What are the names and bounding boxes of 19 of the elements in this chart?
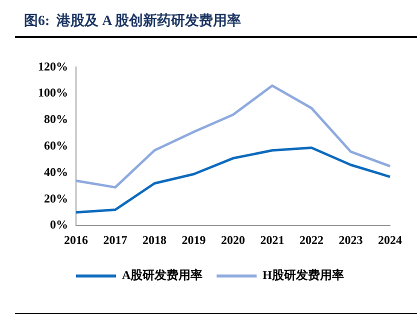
- chart-title: 图6: 港股及 A 股创新药研发费用率: [24, 12, 241, 30]
- x-tick-label: 2024: [378, 232, 402, 247]
- y-tick-label: 40%: [44, 164, 68, 179]
- y-tick-label: 100%: [38, 86, 68, 100]
- legend-label: H股研发费用率: [262, 268, 344, 282]
- y-tick-label: 80%: [44, 112, 68, 126]
- y-tick-label: 20%: [44, 191, 68, 206]
- x-tick-label: 2018: [142, 232, 166, 247]
- y-tick-label: 0%: [50, 218, 68, 232]
- x-tick-label: 2021: [260, 232, 284, 247]
- x-tick-label: 2022: [300, 232, 324, 247]
- x-tick-label: 2017: [103, 232, 128, 247]
- y-tick-label: 60%: [44, 138, 68, 152]
- x-tick-label: 2020: [221, 232, 245, 247]
- x-tick-label: 2016: [64, 232, 88, 247]
- legend-label: A股研发费用率: [122, 268, 203, 282]
- x-tick-label: 2019: [182, 232, 206, 247]
- x-tick-label: 2023: [338, 232, 363, 247]
- y-tick-label: 120%: [38, 59, 68, 74]
